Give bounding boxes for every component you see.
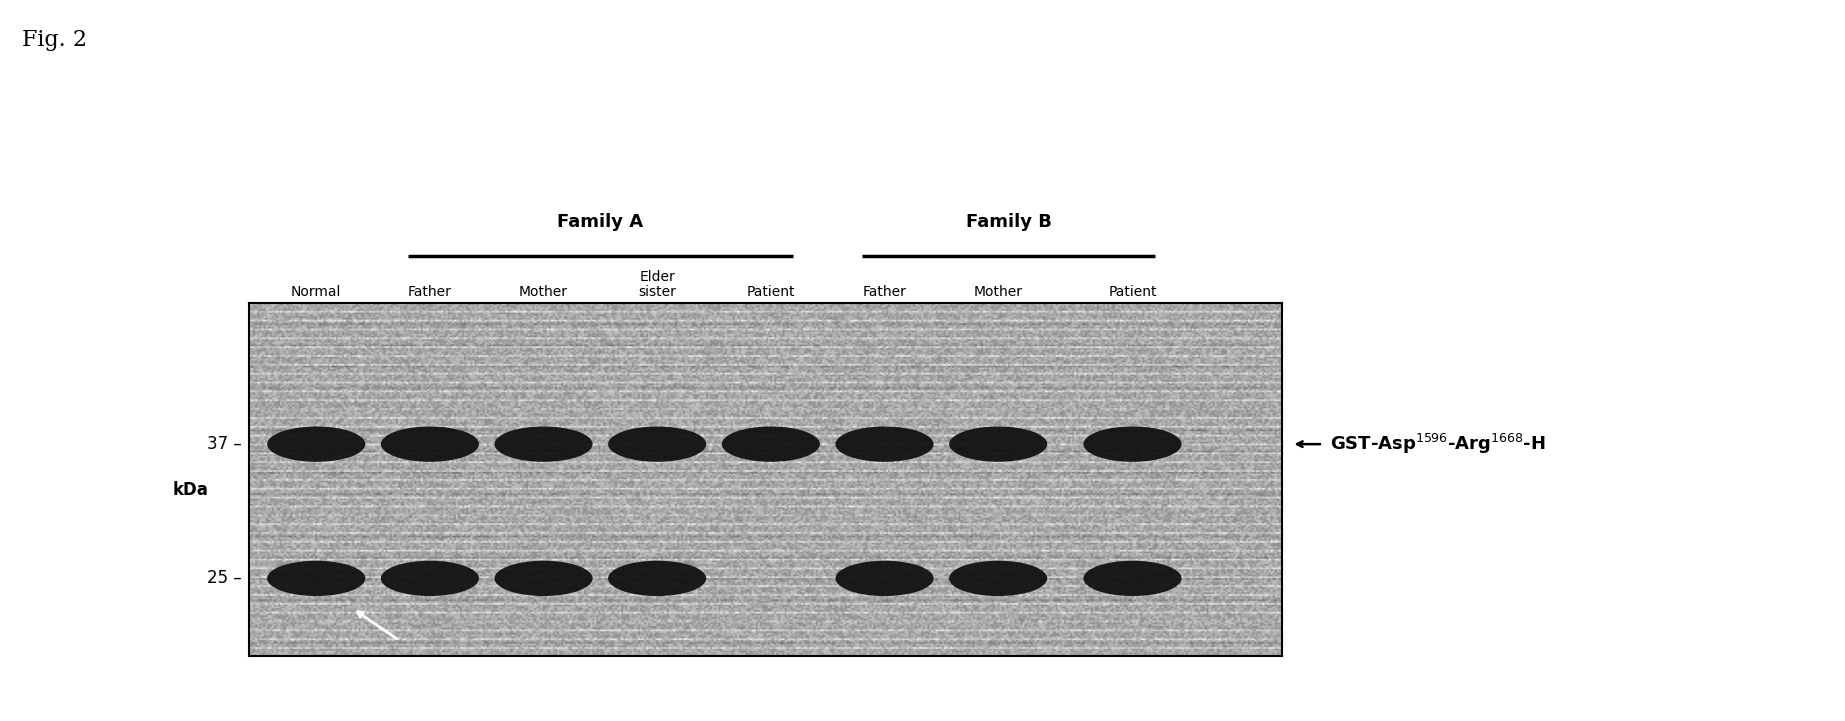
Ellipse shape <box>268 427 365 462</box>
Text: Family A: Family A <box>557 213 644 231</box>
Ellipse shape <box>380 427 480 462</box>
Text: GST-Asp$^{1596}$-Arg$^{1668}$-H: GST-Asp$^{1596}$-Arg$^{1668}$-H <box>1330 432 1546 456</box>
Ellipse shape <box>1083 427 1181 462</box>
Text: kDa: kDa <box>173 481 208 499</box>
Text: Family B: Family B <box>965 213 1052 231</box>
Ellipse shape <box>836 427 934 462</box>
Ellipse shape <box>494 561 592 596</box>
Ellipse shape <box>380 561 480 596</box>
Text: Mother: Mother <box>974 286 1022 299</box>
Text: Elder
sister: Elder sister <box>638 270 675 299</box>
Text: Fig. 2: Fig. 2 <box>22 29 87 51</box>
Ellipse shape <box>609 561 707 596</box>
Ellipse shape <box>948 427 1048 462</box>
Text: Normal: Normal <box>292 286 341 299</box>
Ellipse shape <box>494 427 592 462</box>
Ellipse shape <box>948 561 1048 596</box>
Text: Mother: Mother <box>518 286 568 299</box>
Ellipse shape <box>1083 561 1181 596</box>
Text: Patient: Patient <box>1109 286 1157 299</box>
Text: 25 –: 25 – <box>207 570 242 588</box>
Ellipse shape <box>836 561 934 596</box>
Ellipse shape <box>609 427 707 462</box>
Text: Patient: Patient <box>747 286 795 299</box>
Text: 37 –: 37 – <box>207 435 242 453</box>
Text: Father: Father <box>863 286 906 299</box>
Ellipse shape <box>268 561 365 596</box>
Text: Father: Father <box>408 286 452 299</box>
Ellipse shape <box>721 427 819 462</box>
